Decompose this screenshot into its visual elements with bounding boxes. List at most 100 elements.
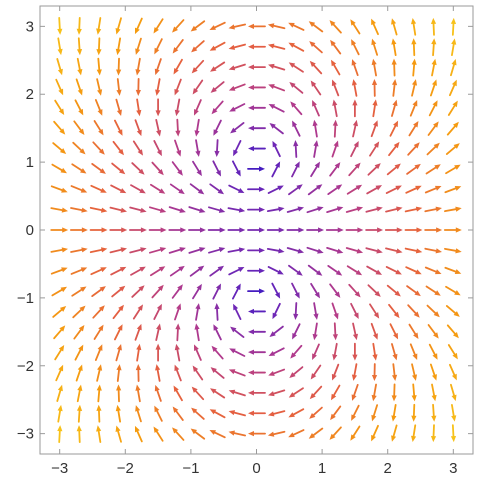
- field-arrow: [213, 119, 222, 136]
- field-arrow: [109, 247, 127, 254]
- field-arrow: [407, 142, 420, 156]
- field-arrow: [154, 38, 163, 55]
- field-arrow: [371, 383, 377, 402]
- field-arrow: [404, 227, 423, 233]
- field-arrow: [209, 41, 226, 51]
- field-arrow: [372, 99, 378, 118]
- field-arrow: [172, 19, 185, 33]
- field-arrow: [352, 342, 358, 361]
- field-arrow: [90, 184, 107, 193]
- field-arrow: [210, 81, 225, 93]
- field-arrow: [169, 183, 185, 195]
- field-arrow: [135, 37, 142, 55]
- field-arrow: [345, 227, 364, 233]
- field-arrow: [266, 247, 285, 254]
- field-arrow: [310, 364, 322, 380]
- field-arrow: [70, 207, 88, 213]
- field-arrow: [309, 60, 323, 75]
- axis-ticks: [40, 6, 473, 454]
- field-arrow: [371, 78, 378, 97]
- field-arrow: [192, 365, 204, 381]
- field-arrow: [248, 329, 266, 335]
- field-arrow: [426, 142, 440, 156]
- field-arrow: [228, 266, 245, 276]
- field-arrow: [135, 384, 141, 403]
- field-arrow: [431, 403, 437, 422]
- field-arrow: [208, 247, 226, 254]
- field-arrow: [194, 323, 200, 342]
- field-arrow: [209, 409, 226, 419]
- field-arrow: [331, 140, 339, 158]
- field-arrow: [172, 39, 184, 54]
- field-arrow: [149, 266, 166, 277]
- field-arrow: [214, 302, 220, 321]
- field-arrow: [268, 389, 286, 397]
- field-arrow: [50, 185, 68, 193]
- field-arrow: [348, 283, 361, 298]
- field-arrow: [409, 343, 418, 361]
- field-arrow: [388, 141, 400, 157]
- field-arrow: [134, 425, 143, 443]
- field-arrow: [232, 160, 241, 177]
- field-arrow: [110, 266, 127, 276]
- field-arrow: [391, 18, 398, 36]
- field-arrow: [345, 206, 364, 213]
- field-arrow: [229, 348, 246, 357]
- field-arrow: [154, 405, 163, 422]
- field-arrow: [306, 246, 324, 254]
- field-arrow: [267, 266, 284, 275]
- field-arrow: [288, 408, 305, 418]
- field-arrow: [174, 78, 182, 96]
- field-arrow: [248, 125, 266, 131]
- field-arrow: [72, 141, 86, 155]
- field-arrow: [194, 118, 200, 137]
- field-arrow: [149, 247, 167, 254]
- field-arrow: [54, 344, 65, 361]
- field-arrow: [76, 425, 82, 444]
- field-arrow: [191, 407, 205, 420]
- field-arrow: [96, 384, 102, 403]
- field-arrow: [450, 17, 457, 36]
- field-arrow: [326, 246, 344, 254]
- field-arrow: [248, 64, 266, 70]
- field-arrow: [290, 344, 303, 359]
- field-arrow: [330, 384, 341, 401]
- field-arrow: [247, 227, 265, 233]
- field-arrow: [384, 227, 403, 233]
- field-arrow: [173, 58, 183, 75]
- field-arrow: [96, 425, 102, 443]
- field-arrow: [425, 285, 441, 296]
- field-arrow: [247, 166, 265, 172]
- field-arrow: [114, 324, 123, 341]
- field-arrow: [267, 43, 286, 50]
- x-tick-label: −3: [51, 460, 68, 477]
- field-arrow: [93, 120, 104, 136]
- field-arrow: [351, 79, 358, 97]
- field-arrow: [332, 342, 338, 361]
- field-arrow: [228, 83, 246, 91]
- field-arrow: [370, 322, 378, 340]
- field-arrow: [450, 58, 457, 77]
- field-arrow: [391, 383, 397, 402]
- field-arrow: [192, 160, 202, 177]
- field-arrow: [365, 227, 384, 233]
- field-arrow: [188, 227, 206, 233]
- field-arrow: [428, 100, 438, 117]
- x-tick-label: 0: [252, 460, 260, 477]
- field-arrow: [326, 206, 344, 214]
- field-arrow: [109, 227, 128, 233]
- field-arrow: [385, 206, 403, 213]
- field-arrow: [312, 322, 318, 341]
- field-arrow: [91, 286, 106, 297]
- field-arrow: [308, 427, 324, 439]
- field-arrow: [391, 403, 397, 422]
- field-arrow: [210, 388, 226, 399]
- field-arrow: [424, 266, 442, 275]
- field-arrow: [154, 384, 162, 402]
- field-arrow: [307, 264, 323, 276]
- field-arrow: [331, 79, 340, 97]
- field-arrow: [56, 384, 63, 402]
- field-arrow: [248, 105, 266, 111]
- field-arrow: [288, 42, 305, 52]
- field-arrow: [292, 120, 301, 137]
